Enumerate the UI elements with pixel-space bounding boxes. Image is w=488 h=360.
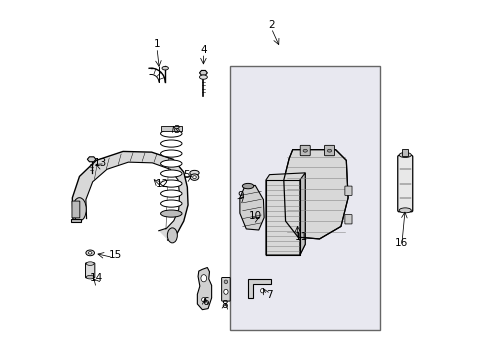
Text: 6: 6	[202, 297, 208, 307]
Ellipse shape	[242, 183, 253, 189]
Ellipse shape	[86, 250, 94, 256]
Polygon shape	[71, 219, 81, 222]
Polygon shape	[72, 152, 188, 240]
Ellipse shape	[160, 130, 182, 137]
Ellipse shape	[162, 66, 168, 70]
Polygon shape	[299, 173, 305, 255]
Polygon shape	[240, 185, 264, 230]
FancyBboxPatch shape	[344, 215, 351, 224]
Text: 13: 13	[94, 158, 107, 168]
FancyBboxPatch shape	[324, 145, 334, 156]
FancyBboxPatch shape	[72, 201, 80, 218]
Polygon shape	[283, 150, 347, 239]
Ellipse shape	[160, 160, 182, 167]
Ellipse shape	[160, 190, 182, 197]
Ellipse shape	[88, 252, 92, 254]
Text: 10: 10	[248, 211, 261, 221]
Ellipse shape	[86, 262, 94, 265]
Text: 4: 4	[200, 45, 206, 55]
Ellipse shape	[303, 149, 307, 152]
Text: 12: 12	[155, 179, 169, 189]
FancyBboxPatch shape	[230, 66, 380, 330]
Ellipse shape	[224, 280, 227, 284]
Text: 3: 3	[173, 125, 180, 135]
Ellipse shape	[192, 176, 196, 179]
FancyBboxPatch shape	[85, 263, 95, 278]
Ellipse shape	[260, 289, 264, 293]
Ellipse shape	[86, 275, 94, 279]
Text: 8: 8	[221, 300, 228, 310]
Ellipse shape	[398, 153, 410, 157]
Ellipse shape	[189, 170, 199, 175]
Ellipse shape	[160, 210, 182, 217]
Text: 9: 9	[237, 191, 244, 201]
Text: 11: 11	[294, 232, 307, 242]
Ellipse shape	[199, 75, 207, 79]
Text: 7: 7	[265, 290, 272, 300]
Ellipse shape	[160, 140, 182, 147]
Polygon shape	[247, 279, 271, 298]
Ellipse shape	[73, 198, 86, 221]
Polygon shape	[87, 157, 96, 162]
Ellipse shape	[160, 170, 182, 177]
FancyBboxPatch shape	[397, 156, 412, 212]
Polygon shape	[197, 267, 211, 310]
Ellipse shape	[167, 228, 177, 243]
Ellipse shape	[160, 150, 182, 157]
Text: 1: 1	[153, 39, 160, 49]
Text: 14: 14	[89, 273, 102, 283]
Polygon shape	[199, 71, 207, 75]
FancyBboxPatch shape	[402, 149, 407, 156]
Ellipse shape	[201, 275, 206, 282]
FancyBboxPatch shape	[300, 145, 309, 156]
Ellipse shape	[160, 180, 182, 187]
Text: 5: 5	[183, 170, 189, 180]
Text: 16: 16	[394, 238, 407, 248]
FancyBboxPatch shape	[160, 126, 182, 131]
Ellipse shape	[224, 289, 227, 294]
Text: 2: 2	[267, 19, 274, 30]
Polygon shape	[265, 173, 305, 255]
Ellipse shape	[160, 200, 182, 207]
FancyBboxPatch shape	[344, 186, 351, 195]
Ellipse shape	[190, 174, 198, 180]
Ellipse shape	[398, 208, 410, 213]
Ellipse shape	[326, 149, 331, 152]
Text: 15: 15	[108, 250, 122, 260]
Ellipse shape	[201, 297, 205, 302]
FancyBboxPatch shape	[221, 278, 230, 301]
